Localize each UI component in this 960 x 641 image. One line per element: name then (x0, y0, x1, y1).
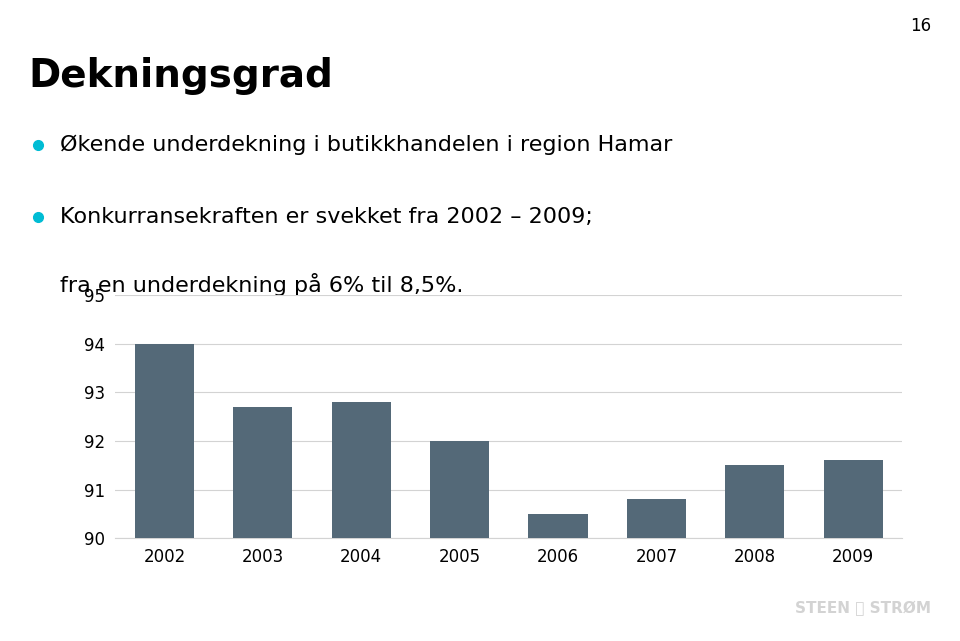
Bar (134, 344, 194, 641)
Bar (331, 402, 391, 641)
Text: 16: 16 (910, 17, 931, 35)
Text: Kilde: Kvarud Analyse: Kilde: Kvarud Analyse (29, 600, 210, 618)
Bar (824, 460, 883, 641)
Text: STEEN Ⓢ STRØM: STEEN Ⓢ STRØM (795, 601, 931, 617)
Text: Dekningsgrad: Dekningsgrad (29, 57, 334, 95)
Bar (430, 441, 489, 641)
Bar (528, 514, 588, 641)
Bar (233, 407, 292, 641)
Text: Konkurransekraften er svekket fra 2002 – 2009;: Konkurransekraften er svekket fra 2002 –… (60, 206, 593, 227)
Bar (726, 465, 784, 641)
Text: Økende underdekning i butikkhandelen i region Hamar: Økende underdekning i butikkhandelen i r… (60, 135, 673, 155)
Bar (627, 499, 685, 641)
Text: fra en underdekning på 6% til 8,5%.: fra en underdekning på 6% til 8,5%. (60, 273, 464, 296)
